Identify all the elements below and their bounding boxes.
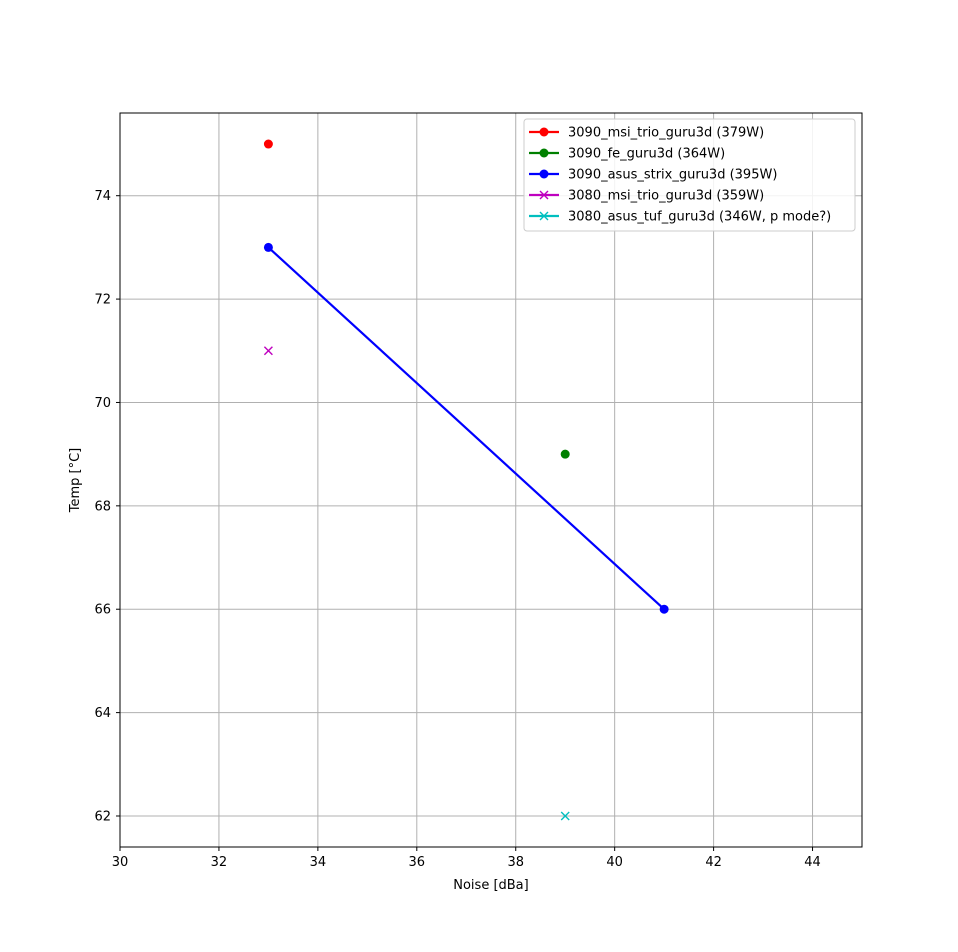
- legend-marker: [539, 169, 549, 179]
- y-tick-label: 74: [94, 189, 111, 204]
- data-point: [263, 242, 273, 252]
- y-tick-label: 70: [94, 396, 111, 411]
- data-point: [560, 811, 570, 821]
- x-tick-label: 40: [606, 855, 623, 870]
- series-0: [263, 139, 273, 149]
- x-tick-label: 38: [507, 855, 524, 870]
- data-point: [659, 604, 669, 614]
- x-axis-label: Noise [dBa]: [453, 878, 528, 893]
- legend-entry: 3090_msi_trio_guru3d (379W): [529, 126, 764, 141]
- x-tick-label: 32: [211, 855, 228, 870]
- legend-box: [523, 118, 856, 232]
- data-point: [560, 449, 570, 459]
- legend-label: 3090_asus_strix_guru3d (395W): [568, 168, 777, 183]
- y-tick-label: 62: [94, 809, 111, 824]
- legend-marker: [539, 148, 549, 158]
- x-tick-label: 36: [409, 855, 426, 870]
- grid: [120, 113, 862, 847]
- legend-entry: 3080_msi_trio_guru3d (359W): [529, 189, 764, 204]
- series-3: [263, 346, 273, 356]
- legend-marker: [539, 127, 549, 137]
- series-1: [560, 449, 570, 459]
- legend-label: 3080_asus_tuf_guru3d (346W, p mode?): [568, 210, 831, 225]
- legend-entry: 3090_asus_strix_guru3d (395W): [529, 168, 777, 183]
- plot-frame: [119, 112, 863, 848]
- x-tick-label: 42: [705, 855, 722, 870]
- y-tick-label: 72: [94, 293, 111, 308]
- series-4: [560, 811, 570, 821]
- legend-entry: 3090_fe_guru3d (364W): [529, 147, 725, 162]
- legend-marker: [539, 190, 549, 200]
- legend: 3090_msi_trio_guru3d (379W) 3090_fe_guru3…: [523, 118, 856, 232]
- legend-label: 3090_fe_guru3d (364W): [568, 147, 725, 162]
- plot-series: [263, 139, 669, 821]
- legend-label: 3090_msi_trio_guru3d (379W): [568, 126, 764, 141]
- series-line: [267, 246, 665, 611]
- data-point: [263, 139, 273, 149]
- x-tick-label: 30: [112, 855, 129, 870]
- data-point: [263, 346, 273, 356]
- y-tick-label: 64: [94, 706, 111, 721]
- y-axis-label: Temp [°C]: [68, 448, 83, 514]
- axis-ticks: 30 32 34 36 38 40 42 44 62 64 66 68 70 72 74: [94, 189, 820, 870]
- legend-label: 3080_msi_trio_guru3d (359W): [568, 189, 764, 204]
- legend-marker: [539, 211, 549, 221]
- x-tick-label: 34: [310, 855, 327, 870]
- legend-entry: 3080_asus_tuf_guru3d (346W, p mode?): [529, 210, 831, 225]
- y-tick-label: 66: [94, 603, 111, 618]
- series-2: [263, 242, 669, 614]
- y-tick-label: 68: [94, 499, 111, 514]
- x-tick-label: 44: [804, 855, 821, 870]
